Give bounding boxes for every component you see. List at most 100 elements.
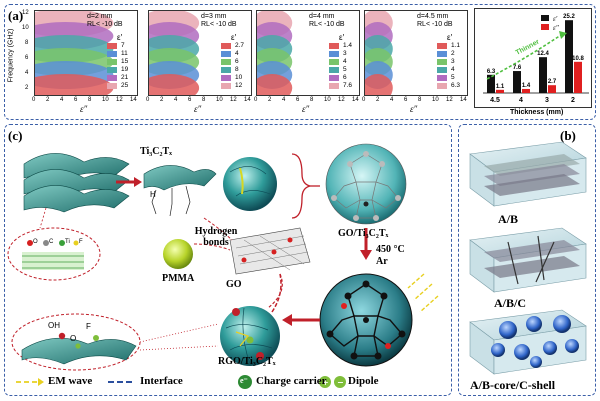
- x-tick: 4: [60, 97, 64, 103]
- x-tick: 0: [146, 97, 150, 103]
- em-wave-arrows: [407, 273, 439, 313]
- thickness-label: d=2 mm: [87, 13, 113, 20]
- x-tick: 2: [376, 97, 380, 103]
- x-tick: 6: [296, 97, 300, 103]
- category-tick-label: 3: [545, 97, 549, 104]
- atom-legend-c: C: [49, 239, 54, 245]
- legend-value: 11: [121, 50, 128, 57]
- legend-swatch: [107, 83, 117, 89]
- hydroxyl-groups: [151, 185, 191, 217]
- y-tick: 6: [25, 55, 29, 61]
- legend-value: 10: [235, 74, 243, 81]
- legend-value: 2.7: [235, 42, 245, 49]
- legend-swatch: [541, 15, 549, 21]
- bar-value-label: 6.3: [487, 69, 496, 75]
- panel-b-label: (b): [560, 128, 576, 143]
- charge-symbol: e⁻: [240, 376, 248, 385]
- legend-swatch: [107, 59, 117, 65]
- dipole-plus-icon: [319, 376, 331, 388]
- x-tick: 0: [254, 97, 258, 103]
- y-tick: 4: [25, 70, 29, 76]
- rl-band: [365, 74, 393, 95]
- x-tick: 2: [268, 97, 272, 103]
- x-tick: 10: [102, 97, 109, 103]
- pmma-label: PMMA: [162, 273, 195, 284]
- x-tick: 8: [310, 97, 314, 103]
- legend-value: 1.4: [343, 42, 353, 49]
- rgo-mxene-cage: [319, 273, 413, 367]
- legend-value: 6: [235, 58, 239, 65]
- legend-label: ε″: [553, 24, 559, 32]
- thickness-label: d=3 mm: [201, 13, 227, 20]
- epsilon-double-prime-axis: ε″: [194, 104, 202, 114]
- legend-value: 3: [451, 58, 455, 65]
- legend-swatch: [107, 43, 117, 49]
- x-tick: 10: [216, 97, 223, 103]
- rl-plot-svg: [149, 11, 200, 95]
- legend-value: 12: [235, 82, 243, 89]
- mxene-single-sheet: [143, 165, 217, 191]
- legend-swatch: [329, 59, 339, 65]
- temperature-label: 450 °C: [376, 244, 405, 255]
- y-tick: 12: [22, 10, 29, 16]
- rl-plot-1: d=2 mm RL< -10 dB ε′ 7 11 15 19 21 25: [34, 10, 138, 96]
- thickness-label: d=4.5 mm: [417, 13, 449, 20]
- legend-value: 2: [451, 50, 455, 57]
- legend-swatch: [221, 59, 231, 65]
- interface-legend: Interface: [140, 375, 183, 387]
- legend-swatch: [221, 51, 231, 57]
- x-tick: 6: [404, 97, 408, 103]
- rl-threshold-label: RL< -10 dB: [309, 21, 345, 28]
- x-tick: 6: [188, 97, 192, 103]
- rl-band: [257, 74, 293, 95]
- epsilon-prime-label: ε′: [447, 33, 453, 42]
- bar-eps-prime: [539, 57, 547, 93]
- go-sheet: [229, 227, 311, 275]
- x-tick: 14: [130, 97, 137, 103]
- y-tick: 10: [22, 25, 29, 31]
- mxene-stack: [23, 153, 130, 213]
- epsilon-prime-label: ε′: [339, 33, 345, 42]
- bar-value-label: 12.4: [537, 51, 549, 57]
- bar-eps-prime: [487, 74, 495, 93]
- legend-value: 15: [121, 58, 129, 65]
- x-tick: 14: [460, 97, 467, 103]
- thickness-bar-chart: 6.3 1.1 4.5 7.6 1.4 4 12.4 2.7 3 25.2 10.8 2 ε′ ε″ Thi…: [474, 8, 592, 108]
- trend-arrow-head: [559, 31, 567, 39]
- legend-swatch: [437, 67, 447, 73]
- x-tick: 14: [352, 97, 359, 103]
- label-core-shell: A/B-core/C-shell: [470, 378, 556, 392]
- legend-value: 7: [121, 42, 125, 49]
- legend-swatch: [541, 24, 549, 30]
- legend-value: 5: [451, 74, 455, 81]
- x-tick: 8: [418, 97, 422, 103]
- category-tick-label: 4: [519, 97, 523, 104]
- panel-a-label: (a): [8, 8, 24, 23]
- charge-carrier-legend: Charge carrier: [256, 375, 327, 387]
- em-wave-legend: EM wave: [48, 375, 93, 387]
- legend-swatch: [221, 43, 231, 49]
- legend-value: 4: [235, 50, 239, 57]
- x-tick: 12: [230, 97, 237, 103]
- x-tick: 14: [244, 97, 251, 103]
- x-tick: 4: [282, 97, 286, 103]
- frequency-axis-label: Frequency (GHz): [7, 28, 15, 83]
- legend-value: 8: [235, 66, 239, 73]
- hydrogen-bonds-label: Hydrogen bonds: [190, 226, 242, 248]
- rl-plot-3: d=4 mm RL< -10 dB ε′ 1.4 3 4 5 6 7.6: [256, 10, 360, 96]
- rl-threshold-label: RL< -10 dB: [87, 21, 123, 28]
- rl-plot-2: d=3 mm RL< -10 dB ε′ 2.7 4 6 8 10 12: [148, 10, 252, 96]
- x-tick: 2: [46, 97, 50, 103]
- atom-lattice: [22, 252, 84, 270]
- legend-value: 4: [451, 66, 455, 73]
- legend-value: 3: [343, 50, 347, 57]
- legend-swatch: [107, 51, 117, 57]
- bar-eps-double-prime: [496, 89, 504, 93]
- x-tick: 10: [432, 97, 439, 103]
- panel-b-frame: [458, 124, 596, 396]
- group-h: H: [150, 190, 156, 199]
- x-tick: 12: [116, 97, 123, 103]
- bar-value-label: 2.7: [548, 79, 557, 85]
- legend-swatch: [329, 51, 339, 57]
- x-tick: 12: [338, 97, 345, 103]
